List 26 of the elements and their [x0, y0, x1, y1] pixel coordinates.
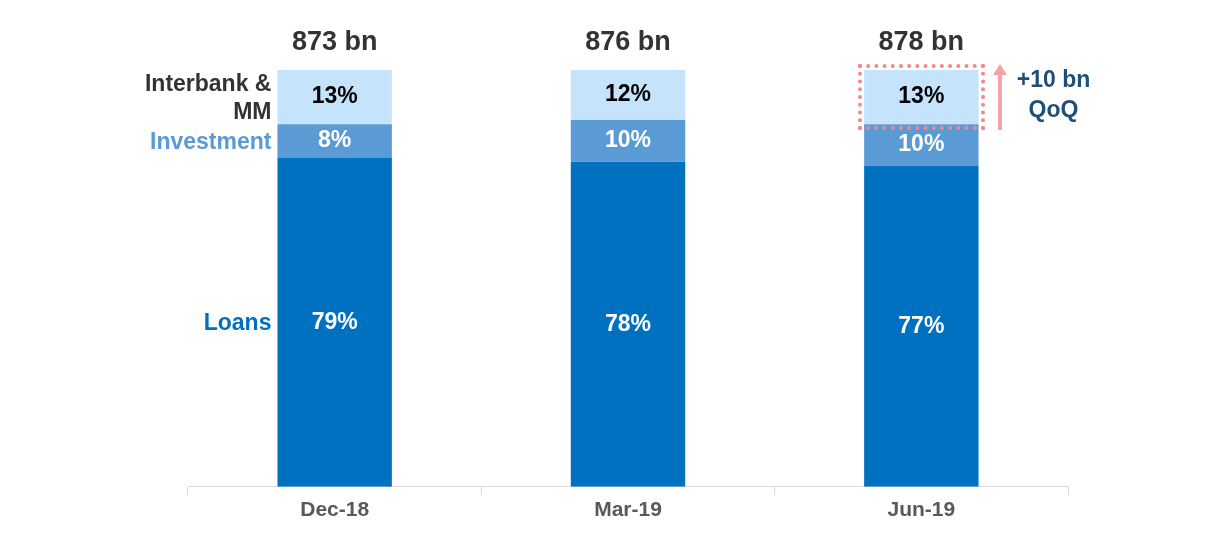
data-label: 13% [898, 82, 945, 109]
data-label: 77% [898, 311, 945, 338]
x-tick-label: Jun-19 [887, 497, 956, 521]
data-label: 8% [318, 126, 352, 153]
bar [277, 70, 392, 125]
bar [570, 161, 686, 487]
annotation: 876 bn [585, 25, 671, 56]
bar [277, 124, 392, 158]
data-label: 78% [604, 309, 652, 336]
bar [864, 165, 979, 487]
data-label: 10% [898, 130, 945, 157]
series-label: Interbank & MM [143, 69, 272, 126]
bar [277, 157, 392, 487]
annotation: 873 bn [291, 25, 378, 56]
x-tick-label: Dec-18 [300, 497, 370, 521]
data-label: 10% [604, 126, 652, 153]
series-label: Investment [149, 126, 272, 155]
data-label: 79% [311, 307, 358, 334]
annotation: 878 bn [878, 25, 965, 56]
x-tick-label: Mar-19 [594, 497, 662, 521]
data-label: 12% [604, 80, 652, 107]
data-label: 13% [311, 82, 358, 109]
bar [570, 70, 686, 121]
annotation: +10 bn QoQ [1015, 65, 1092, 124]
series-label: Loans [202, 308, 272, 337]
bar [570, 120, 686, 162]
